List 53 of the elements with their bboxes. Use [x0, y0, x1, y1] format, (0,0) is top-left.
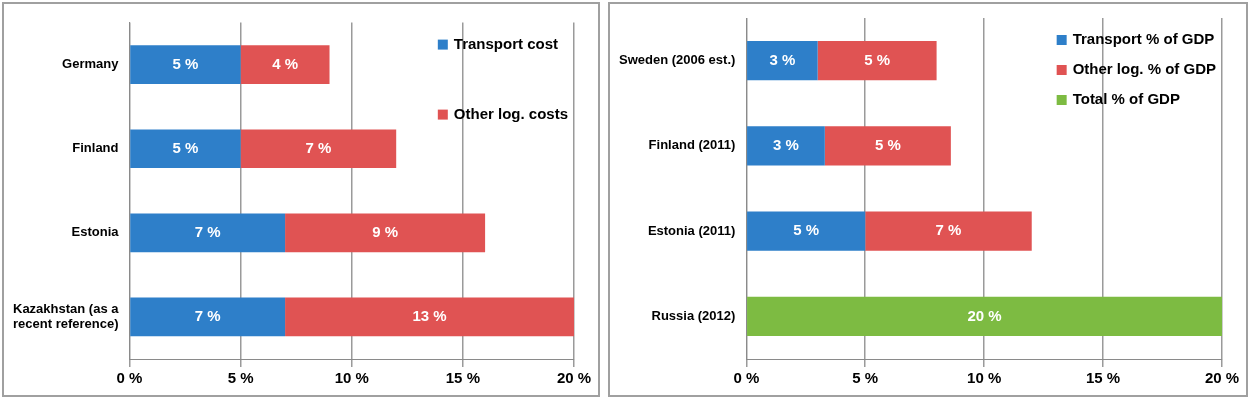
- data-label: 5 %: [864, 50, 891, 68]
- y-tick-label: Estonia (2011): [647, 222, 736, 238]
- legend-label: Transport cost: [453, 34, 559, 52]
- bar: [130, 45, 241, 84]
- y-tick-label: Kazakhstan (as a recent reference): [13, 300, 120, 332]
- data-label: 5 %: [172, 54, 199, 72]
- bar: [865, 211, 1032, 251]
- bar: [130, 129, 241, 169]
- data-label: 20 %: [967, 306, 1002, 324]
- legend-label: Other log. % of GDP: [1072, 60, 1217, 78]
- y-tick-label: Sweden (2006 est.): [619, 52, 736, 68]
- data-label: 5 %: [874, 136, 901, 154]
- x-tick-label: 15 %: [1085, 369, 1121, 387]
- bar: [747, 296, 1222, 336]
- data-label: 7 %: [935, 221, 962, 239]
- bar: [285, 297, 574, 337]
- bar: [817, 41, 937, 81]
- bar: [747, 41, 818, 81]
- data-label: 13 %: [412, 307, 447, 325]
- bar: [285, 213, 486, 253]
- y-tick-label: Estonia: [71, 224, 120, 240]
- x-tick-label: 0 %: [116, 369, 143, 387]
- bar: [240, 129, 397, 169]
- y-tick-label: Finland (2011): [648, 137, 736, 153]
- data-label: 3 %: [769, 50, 796, 68]
- x-tick-label: 5 %: [852, 369, 879, 387]
- y-tick-label: Russia (2012): [651, 307, 736, 323]
- bar: [747, 211, 866, 251]
- bar: [747, 126, 825, 166]
- x-tick-label: 20 %: [1204, 369, 1240, 387]
- x-tick-label: 5 %: [227, 369, 254, 387]
- bar: [130, 297, 286, 337]
- y-tick-label: Germany: [62, 56, 120, 72]
- x-tick-label: 15 %: [445, 369, 480, 387]
- x-tick-label: 0 %: [733, 369, 760, 387]
- data-label: 5 %: [793, 221, 820, 239]
- data-label: 7 %: [194, 307, 221, 325]
- data-label: 4 %: [272, 54, 298, 72]
- legend-label: Transport % of GDP: [1072, 30, 1215, 48]
- data-label: 7 %: [305, 138, 332, 156]
- data-label: 7 %: [194, 222, 221, 240]
- legend-label: Total % of GDP: [1072, 90, 1180, 108]
- x-tick-label: 10 %: [334, 369, 369, 387]
- x-tick-label: 10 %: [967, 369, 1002, 387]
- bar: [824, 126, 951, 166]
- data-label: 5 %: [172, 138, 199, 156]
- data-label: 3 %: [773, 136, 799, 154]
- y-tick-label: Finland: [72, 140, 119, 156]
- bar: [240, 45, 330, 84]
- x-tick-label: 20 %: [556, 369, 592, 387]
- bar: [130, 213, 286, 253]
- data-label: 9 %: [372, 222, 399, 240]
- legend-label: Other log. costs: [453, 104, 568, 122]
